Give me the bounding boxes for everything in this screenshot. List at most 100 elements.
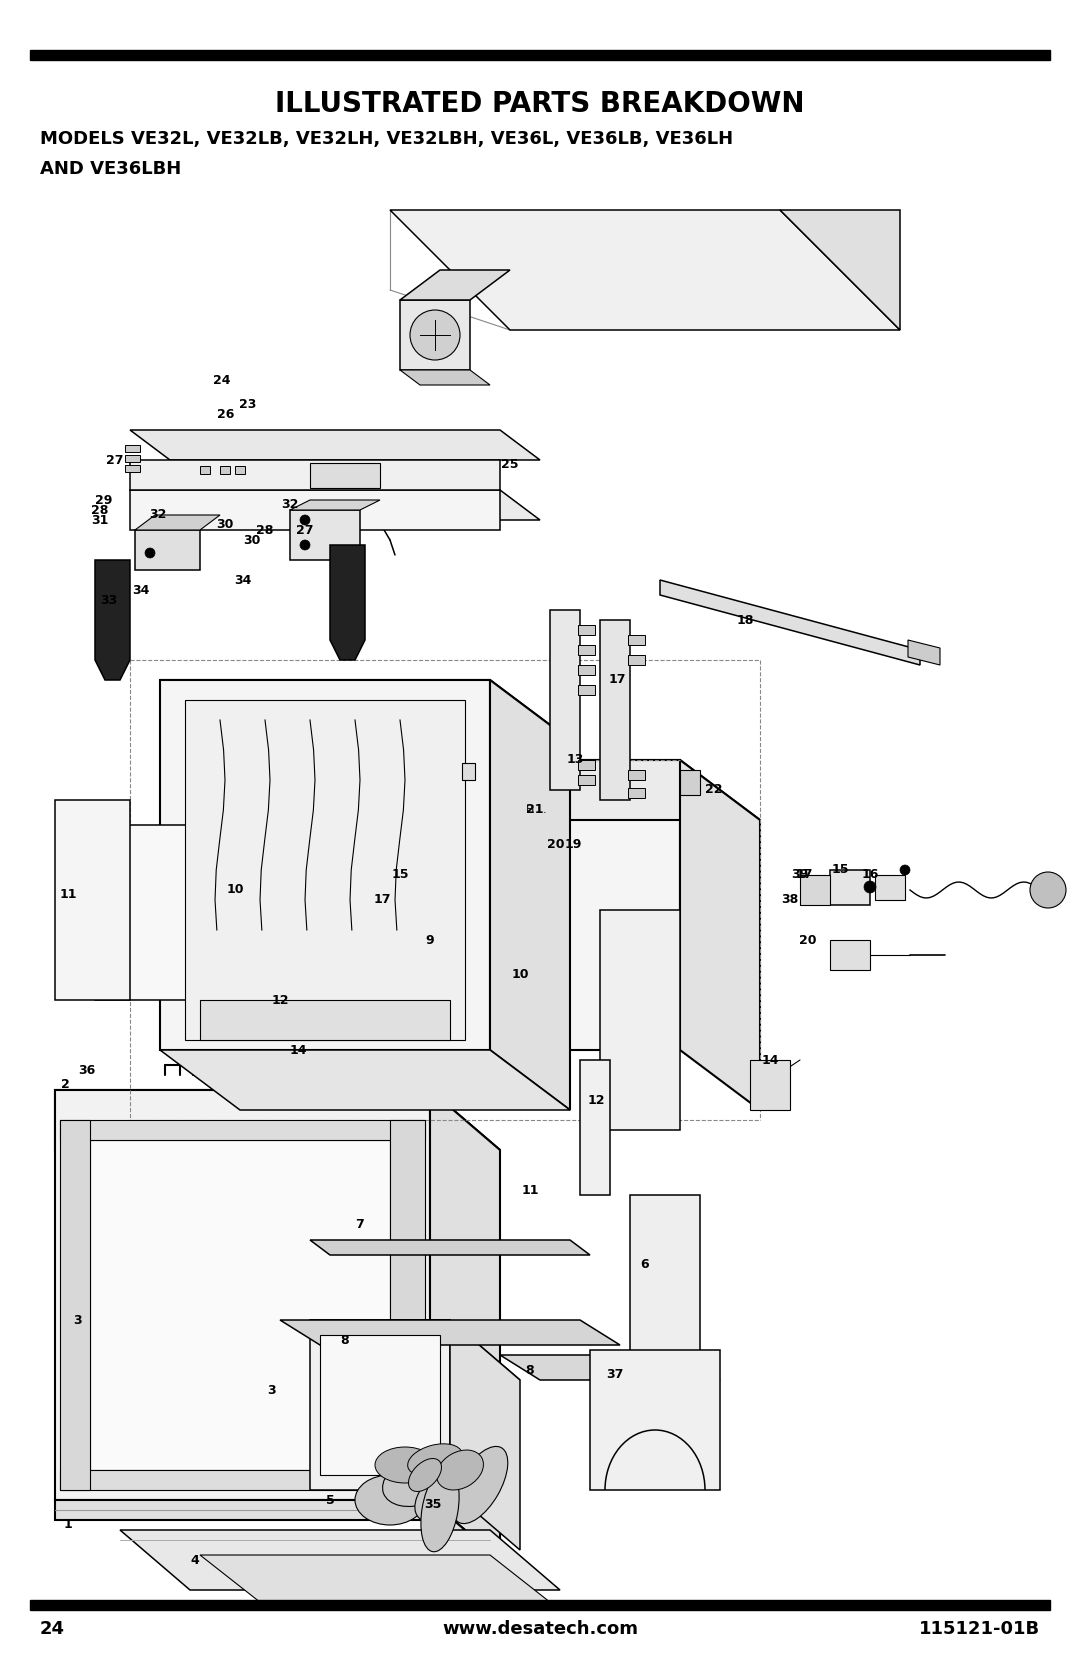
Polygon shape	[750, 1060, 789, 1110]
Ellipse shape	[436, 1450, 484, 1490]
Text: 115121-01B: 115121-01B	[919, 1621, 1040, 1637]
Text: 28: 28	[92, 504, 109, 516]
Polygon shape	[627, 634, 645, 644]
Polygon shape	[500, 1355, 720, 1380]
Text: 13: 13	[566, 753, 583, 766]
Polygon shape	[60, 1470, 426, 1490]
Text: 4: 4	[191, 1554, 200, 1567]
Text: 16: 16	[862, 868, 879, 881]
Polygon shape	[390, 210, 900, 330]
Polygon shape	[831, 940, 870, 970]
Text: 31: 31	[92, 514, 109, 526]
Text: 27: 27	[106, 454, 124, 467]
Text: 3: 3	[268, 1384, 276, 1397]
Text: 22: 22	[705, 783, 723, 796]
Text: .: .	[543, 804, 546, 814]
Polygon shape	[460, 759, 680, 1050]
Polygon shape	[578, 684, 595, 694]
Ellipse shape	[421, 1469, 459, 1552]
Polygon shape	[135, 516, 220, 531]
Polygon shape	[578, 664, 595, 674]
Text: 7: 7	[355, 1218, 364, 1232]
Text: 11: 11	[59, 888, 77, 901]
Text: 32: 32	[149, 509, 166, 521]
Text: 38: 38	[781, 893, 798, 906]
Polygon shape	[130, 431, 540, 461]
Polygon shape	[130, 491, 540, 521]
Text: 37: 37	[606, 1369, 623, 1382]
Text: 25: 25	[501, 459, 518, 472]
Polygon shape	[831, 870, 870, 905]
Circle shape	[1030, 871, 1066, 908]
Text: 17: 17	[795, 868, 813, 881]
Bar	[220, 466, 230, 474]
Polygon shape	[400, 270, 510, 300]
Text: 2: 2	[60, 1078, 69, 1092]
Text: 33: 33	[100, 594, 118, 606]
Text: 9: 9	[426, 933, 434, 946]
Polygon shape	[680, 759, 760, 1110]
Text: AND VE36LBH: AND VE36LBH	[40, 160, 181, 179]
Polygon shape	[660, 581, 920, 664]
Polygon shape	[680, 769, 700, 794]
Text: 20: 20	[548, 838, 565, 851]
Text: ILLUSTRATED PARTS BREAKDOWN: ILLUSTRATED PARTS BREAKDOWN	[275, 90, 805, 118]
Polygon shape	[578, 644, 595, 654]
Polygon shape	[55, 1500, 500, 1581]
Text: 20: 20	[799, 933, 816, 946]
Polygon shape	[95, 824, 230, 1000]
Text: 32: 32	[281, 499, 299, 511]
Polygon shape	[130, 461, 500, 491]
Polygon shape	[160, 679, 570, 739]
Polygon shape	[125, 446, 140, 452]
Text: 19: 19	[565, 838, 582, 851]
Polygon shape	[590, 1350, 720, 1490]
Polygon shape	[310, 1320, 450, 1490]
Circle shape	[864, 881, 876, 893]
Polygon shape	[390, 1120, 426, 1490]
Polygon shape	[135, 531, 200, 571]
Text: 8: 8	[526, 1364, 535, 1377]
Polygon shape	[185, 699, 465, 1040]
Polygon shape	[95, 561, 130, 679]
Polygon shape	[578, 774, 595, 784]
Ellipse shape	[407, 1444, 462, 1475]
Polygon shape	[310, 462, 380, 487]
Polygon shape	[60, 1120, 426, 1140]
Polygon shape	[627, 788, 645, 798]
Polygon shape	[780, 210, 900, 330]
Ellipse shape	[375, 1447, 435, 1484]
Polygon shape	[130, 491, 500, 531]
Ellipse shape	[355, 1475, 426, 1525]
Text: 14: 14	[761, 1053, 779, 1066]
Polygon shape	[875, 875, 905, 900]
Text: 8: 8	[340, 1334, 349, 1347]
Text: 17: 17	[608, 674, 625, 686]
Polygon shape	[490, 679, 570, 1110]
Polygon shape	[55, 799, 130, 1000]
Polygon shape	[550, 609, 580, 789]
Polygon shape	[400, 300, 470, 371]
Text: 36: 36	[79, 1063, 96, 1077]
Polygon shape	[630, 1195, 700, 1360]
Polygon shape	[160, 1050, 570, 1110]
Text: 17: 17	[374, 893, 391, 906]
Polygon shape	[430, 1090, 500, 1561]
Text: H: H	[526, 804, 535, 814]
Polygon shape	[55, 1090, 500, 1150]
Text: MODELS VE32L, VE32LB, VE32LH, VE32LBH, VE36L, VE36LB, VE36LH: MODELS VE32L, VE32LB, VE32LH, VE32LBH, V…	[40, 130, 733, 149]
Text: 10: 10	[226, 883, 244, 896]
Text: 6: 6	[640, 1258, 649, 1272]
Text: 12: 12	[588, 1093, 605, 1107]
Polygon shape	[160, 679, 490, 1050]
Circle shape	[300, 541, 310, 551]
Polygon shape	[627, 654, 645, 664]
Text: 23: 23	[240, 399, 257, 412]
Polygon shape	[60, 1120, 90, 1490]
Polygon shape	[291, 511, 360, 561]
Bar	[30, 50, 1050, 60]
Polygon shape	[462, 763, 475, 779]
Text: 30: 30	[243, 534, 260, 546]
Polygon shape	[800, 875, 831, 905]
Ellipse shape	[415, 1459, 485, 1522]
